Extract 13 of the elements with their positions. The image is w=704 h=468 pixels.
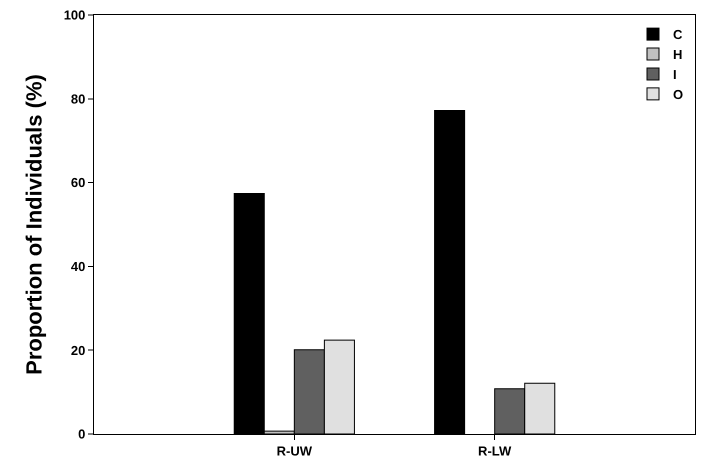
legend-label: C [672, 27, 683, 42]
legend-label: I [672, 67, 677, 82]
y-axis-title: Proportion of Individuals (%) [21, 74, 46, 375]
legend-label: O [672, 86, 684, 102]
y-tick-label: 40 [70, 258, 86, 274]
x-tick-label: R-LW [478, 444, 512, 459]
y-tick-label: 80 [70, 91, 86, 106]
y-tick-label: 60 [70, 175, 86, 190]
y-tick-label: 100 [64, 8, 86, 23]
y-tick-label: 0 [78, 426, 86, 442]
y-tick-label: 20 [70, 342, 86, 358]
x-tick-label: R-UW [276, 444, 313, 459]
legend-label: H [672, 47, 682, 62]
